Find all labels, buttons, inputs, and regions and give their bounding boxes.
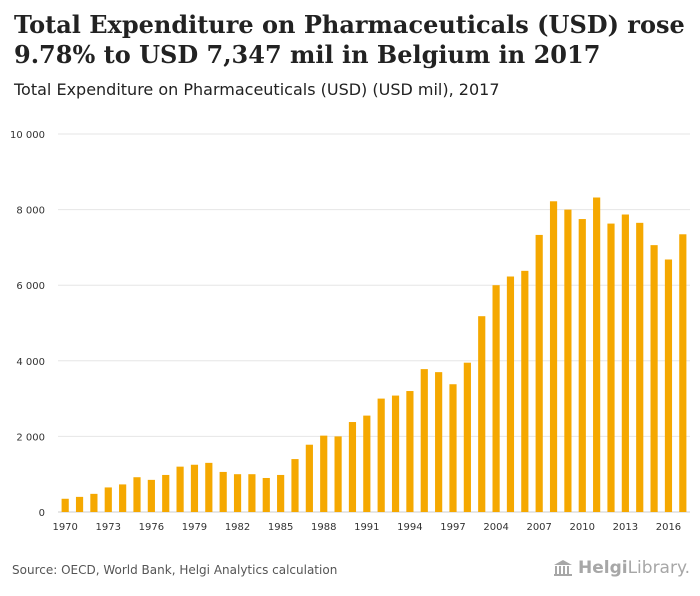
- y-tick-label: 10 000: [10, 130, 45, 141]
- bar-1998: [463, 362, 471, 512]
- bar-1980: [205, 462, 213, 512]
- x-tick-label: 1988: [311, 522, 336, 533]
- bar-2015: [650, 245, 658, 512]
- bar-chart: 0 2 000 4 000 6 000 8 000 10 000 1970 1973 1976…: [10, 130, 690, 533]
- bar-1975: [133, 477, 141, 512]
- bar-1978: [176, 466, 184, 512]
- bar-1988: [320, 435, 328, 512]
- bar-2004: [492, 285, 500, 512]
- y-tick-label: 0: [39, 508, 45, 519]
- bar-1973: [104, 487, 112, 512]
- x-tick-label: 1970: [52, 522, 77, 533]
- bar-1991: [363, 415, 371, 512]
- bar-1995: [420, 369, 428, 512]
- bar-1990: [348, 422, 357, 512]
- bar-1992: [377, 398, 385, 512]
- bar-1972: [90, 493, 98, 512]
- x-tick-label: 2010: [570, 522, 595, 533]
- bar-1984: [262, 477, 270, 512]
- chart-subtitle: Total Expenditure on Pharmaceuticals (US…: [14, 80, 500, 99]
- bar-2016: [664, 259, 673, 512]
- bar-1994: [406, 391, 414, 512]
- bar-2007: [535, 234, 543, 512]
- bar-1996: [435, 372, 443, 512]
- helgi-library-logo: HelgiLibrary.: [553, 558, 690, 578]
- x-tick-label: 1982: [225, 522, 250, 533]
- x-tick-label: 1973: [96, 522, 121, 533]
- bar-1986: [291, 459, 299, 512]
- bar-2006: [521, 270, 529, 512]
- x-tick-label: 1994: [397, 522, 422, 533]
- bar-1993: [391, 395, 400, 512]
- bar-2014: [636, 222, 644, 512]
- x-tick-label: 2016: [656, 522, 681, 533]
- x-tick-label: 1976: [139, 522, 164, 533]
- x-tick-label: 1991: [354, 522, 379, 533]
- x-tick-label: 2007: [526, 522, 551, 533]
- bar-1977: [162, 474, 170, 512]
- x-axis-labels: 1970 1973 1976 1979 1982 1985 1988 1991 1994 1997…: [52, 522, 681, 533]
- building-icon: [553, 560, 572, 576]
- bar-2008: [549, 201, 558, 512]
- bar-1987: [305, 444, 313, 512]
- bar-2013: [621, 214, 629, 512]
- x-tick-label: 1985: [268, 522, 293, 533]
- bar-2005: [506, 276, 515, 512]
- logo-text-light: Library.: [627, 558, 690, 578]
- chart-title: Total Expenditure on Pharmaceuticals (US…: [14, 10, 685, 69]
- y-axis-labels: 0 2 000 4 000 6 000 8 000 10 000: [10, 130, 45, 519]
- bar-1981: [219, 471, 227, 512]
- bar-1989: [334, 436, 342, 512]
- bars: [61, 197, 687, 513]
- source-note: Source: OECD, World Bank, Helgi Analytic…: [12, 563, 338, 577]
- y-tick-label: 4 000: [16, 357, 45, 368]
- bar-2009: [564, 209, 572, 512]
- bar-1985: [277, 474, 285, 512]
- bar-2003: [478, 316, 486, 512]
- logo-text-bold: Helgi: [577, 558, 628, 578]
- x-tick-label: 1979: [182, 522, 207, 533]
- bar-1970: [61, 498, 69, 512]
- y-tick-label: 8 000: [16, 206, 45, 217]
- bar-1974: [119, 484, 127, 512]
- bar-2010: [578, 219, 586, 513]
- bar-1997: [449, 384, 457, 512]
- x-tick-label: 2004: [483, 522, 508, 533]
- bar-1983: [248, 474, 256, 512]
- y-tick-label: 2 000: [16, 432, 45, 443]
- bar-1971: [75, 496, 84, 512]
- bar-2011: [593, 197, 601, 512]
- y-tick-label: 6 000: [16, 281, 45, 292]
- bar-1979: [190, 464, 199, 512]
- bar-2012: [607, 223, 615, 512]
- x-tick-label: 2013: [613, 522, 638, 533]
- bar-1982: [233, 474, 242, 512]
- bar-2017: [679, 234, 687, 513]
- bar-1976: [147, 479, 155, 512]
- x-tick-label: 1997: [440, 522, 465, 533]
